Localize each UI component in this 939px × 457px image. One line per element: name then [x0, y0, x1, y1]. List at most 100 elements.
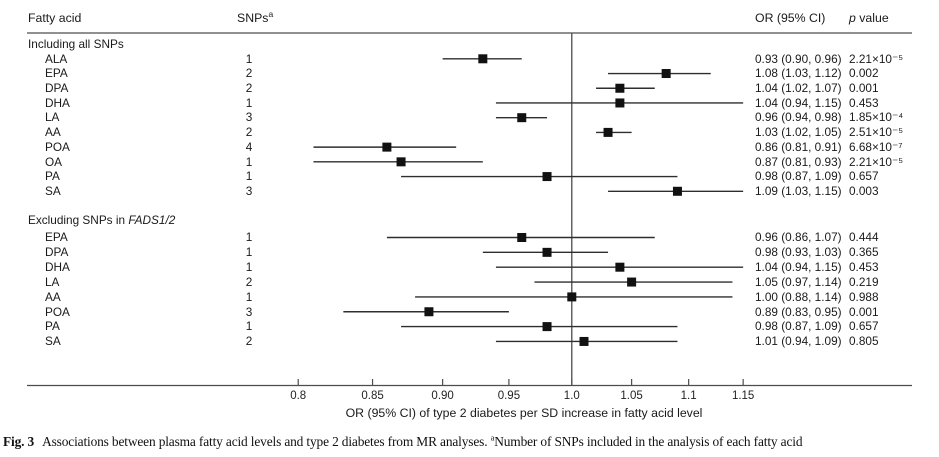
row-label: DPA	[45, 81, 69, 96]
x-tick-label: 0.8	[290, 389, 307, 402]
or-marker	[615, 98, 625, 108]
row-or-ci-text: 0.89 (0.83, 0.95)	[755, 304, 842, 319]
row-snp-count: 1	[245, 154, 253, 169]
row-snp-count: 3	[245, 110, 253, 125]
row-snp-count: 2	[245, 334, 253, 349]
x-tick-label: 1.1	[680, 389, 697, 402]
row-pvalue: 0.444	[849, 230, 879, 245]
row-label: EPA	[45, 230, 68, 245]
row-label: ALA	[45, 51, 68, 66]
row-snp-count: 1	[245, 95, 253, 110]
row-label: LA	[45, 110, 60, 125]
or-marker	[615, 262, 625, 272]
row-pvalue: 2.21×10⁻⁵	[849, 154, 904, 169]
row-snp-count: 1	[245, 51, 253, 66]
row-pvalue: 0.003	[849, 184, 879, 199]
or-marker	[615, 83, 625, 93]
row-or-ci-text: 1.05 (0.97, 1.14)	[755, 274, 842, 289]
row-label: OA	[45, 154, 63, 169]
row-snp-count: 1	[245, 319, 253, 334]
row-pvalue: 6.68×10⁻⁷	[849, 139, 903, 154]
or-marker	[478, 54, 488, 64]
or-marker	[672, 186, 682, 196]
pvalue-header-p: p	[849, 11, 856, 25]
row-or-ci-text: 0.98 (0.87, 1.09)	[755, 319, 842, 334]
row-pvalue: 0.219	[849, 274, 879, 289]
or-marker	[396, 157, 406, 167]
or-marker	[542, 322, 552, 332]
row-pvalue: 0.365	[849, 245, 879, 260]
caption-fig-label: Fig. 3	[3, 434, 35, 449]
row-snp-count: 1	[245, 230, 253, 245]
column-header-snps: SNPsa	[237, 8, 274, 25]
x-axis-title: OR (95% CI) of type 2 diabetes per SD in…	[345, 406, 703, 420]
caption-text-2: Number of SNPs included in the analysis …	[494, 434, 803, 449]
or-marker	[661, 69, 671, 79]
section-title-gene: FADS1/2	[128, 212, 176, 227]
caption-text: Associations between plasma fatty acid l…	[42, 434, 491, 449]
row-or-ci-text: 1.04 (0.94, 1.15)	[755, 95, 842, 110]
row-pvalue: 0.001	[849, 81, 879, 96]
row-label: DHA	[45, 260, 70, 274]
row-pvalue: 0.001	[849, 304, 879, 319]
row-snp-count: 1	[245, 169, 253, 184]
row-snp-count: 3	[245, 304, 253, 319]
x-tick-label: 0.90	[431, 389, 454, 402]
section-title: Including all SNPs	[28, 36, 124, 51]
row-snp-count: 1	[245, 260, 253, 274]
row-pvalue: 0.988	[849, 289, 879, 304]
row-pvalue: 0.453	[849, 260, 879, 274]
row-pvalue: 1.85×10⁻⁴	[849, 110, 904, 125]
row-snp-count: 2	[245, 274, 253, 289]
row-pvalue: 2.51×10⁻⁵	[849, 125, 904, 140]
snps-superscript: a	[268, 8, 274, 19]
row-pvalue: 0.657	[849, 169, 879, 184]
row-or-ci-text: 0.93 (0.90, 0.96)	[755, 51, 842, 66]
x-tick-label: 0.95	[497, 389, 521, 402]
or-marker	[567, 292, 577, 302]
row-pvalue: 0.002	[849, 66, 879, 81]
or-marker	[424, 307, 434, 317]
column-header-fatty-acid: Fatty acid	[28, 11, 82, 25]
row-or-ci-text: 1.00 (0.88, 1.14)	[755, 289, 842, 304]
or-marker	[517, 233, 527, 242]
or-marker	[542, 172, 552, 182]
row-label: PA	[45, 319, 60, 334]
or-marker	[542, 247, 552, 257]
or-marker	[627, 277, 637, 287]
x-tick-label: 1.05	[620, 389, 643, 402]
row-label: POA	[45, 304, 70, 319]
row-or-ci-text: 1.09 (1.03, 1.15)	[755, 184, 842, 199]
caption-superscript: a	[490, 432, 495, 443]
row-pvalue: 0.657	[849, 319, 879, 334]
row-or-ci-text: 1.01 (0.94, 1.09)	[755, 334, 842, 349]
or-marker	[603, 127, 613, 137]
row-label: PA	[45, 169, 60, 184]
row-or-ci-text: 1.03 (1.02, 1.05)	[755, 125, 842, 140]
row-snp-count: 1	[245, 245, 253, 260]
row-or-ci-text: 0.96 (0.94, 0.98)	[755, 110, 842, 125]
row-label: POA	[45, 139, 70, 154]
row-snp-count: 2	[245, 66, 253, 81]
row-label: EPA	[45, 66, 68, 81]
x-tick-label: 1.15	[731, 389, 755, 402]
row-pvalue: 2.21×10⁻⁵	[849, 51, 904, 66]
row-or-ci-text: 0.87 (0.81, 0.93)	[755, 154, 842, 169]
figure-caption: Fig. 3 Associations between plasma fatty …	[3, 432, 936, 450]
row-or-ci-text: 1.04 (1.02, 1.07)	[755, 81, 842, 96]
row-label: SA	[45, 184, 61, 199]
pvalue-header-rest: value	[855, 11, 889, 25]
row-label: AA	[45, 125, 61, 140]
row-label: LA	[45, 274, 60, 289]
row-or-ci-text: 0.98 (0.93, 1.03)	[755, 245, 842, 260]
row-or-ci-text: 1.08 (1.03, 1.12)	[755, 66, 842, 81]
or-marker	[517, 113, 527, 123]
row-snp-count: 2	[245, 81, 253, 96]
row-snp-count: 4	[245, 139, 253, 154]
row-label: DPA	[45, 245, 69, 260]
x-tick-label: 0.85	[361, 389, 384, 402]
or-marker	[579, 336, 589, 346]
or-marker	[382, 142, 392, 152]
row-snp-count: 3	[245, 184, 253, 199]
